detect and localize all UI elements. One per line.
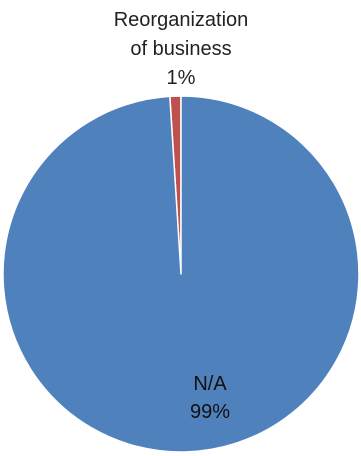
slice-label-reorganization: Reorganization of business 1% (114, 9, 249, 89)
slice-percent-na: 99% (190, 401, 230, 423)
pie-slices (2, 95, 360, 453)
pie-slice-1 (2, 95, 360, 453)
slice-label-reorganization-line1: Reorganization (114, 9, 249, 31)
slice-label-na-text: N/A (193, 373, 227, 395)
slice-percent-reorganization: 1% (167, 67, 196, 89)
slice-label-na: N/A 99% (190, 373, 230, 423)
slice-label-reorganization-line2: of business (130, 38, 231, 60)
